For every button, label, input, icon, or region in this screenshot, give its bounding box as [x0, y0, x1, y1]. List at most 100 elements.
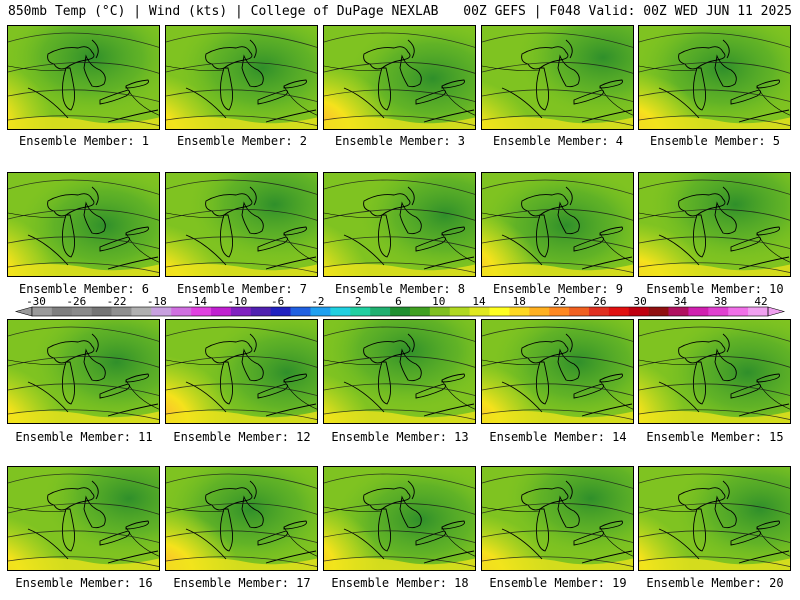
ensemble-member-map: [481, 172, 634, 277]
ensemble-member-map: [7, 466, 160, 571]
colorbar-bin: [350, 307, 371, 316]
ensemble-member-map: [323, 25, 476, 130]
colorbar-tick-label: -30: [26, 296, 46, 308]
ensemble-member-label: Ensemble Member: 16: [15, 576, 153, 590]
ensemble-member-label: Ensemble Member: 19: [489, 576, 627, 590]
colorbar-bin: [230, 307, 252, 316]
colorbar-bin: [608, 307, 630, 316]
colorbar-bin: [310, 307, 331, 316]
colorbar-bin: [111, 307, 132, 316]
colorbar-bin: [250, 307, 272, 316]
colorbar-bin: [91, 307, 112, 316]
ensemble-member-label: Ensemble Member: 5: [649, 134, 781, 148]
colorbar-bin: [549, 307, 570, 316]
ensemble-member-label: Ensemble Member: 9: [492, 282, 624, 296]
colorbar-bin: [489, 307, 510, 316]
ensemble-member-label: Ensemble Member: 3: [334, 134, 466, 148]
ensemble-member-map: [323, 466, 476, 571]
colorbar-tick-label: -14: [187, 296, 207, 308]
colorbar-bin: [151, 307, 172, 316]
colorbar-tick-label: 18: [513, 296, 526, 308]
colorbar-bin: [569, 307, 590, 316]
colorbar-bin: [211, 307, 232, 316]
ensemble-member-label: Ensemble Member: 10: [646, 282, 784, 296]
colorbar-tick-label: 38: [714, 296, 727, 308]
ensemble-member-label: Ensemble Member: 8: [334, 282, 466, 296]
colorbar-tick-label: -2: [311, 296, 324, 308]
ensemble-member-map: [481, 25, 634, 130]
ensemble-member-label: Ensemble Member: 12: [173, 430, 311, 444]
ensemble-member-label: Ensemble Member: 18: [331, 576, 469, 590]
colorbar-bin: [648, 307, 669, 316]
colorbar-bin: [409, 307, 431, 316]
ensemble-member-label: Ensemble Member: 13: [331, 430, 469, 444]
colorbar-tick-label: -10: [227, 296, 247, 308]
colorbar-bin: [390, 307, 411, 316]
colorbar-bin: [51, 307, 73, 316]
ensemble-member-label: Ensemble Member: 2: [176, 134, 308, 148]
ensemble-member-map: [323, 319, 476, 424]
colorbar-bin: [668, 307, 689, 316]
ensemble-member-label: Ensemble Member: 6: [18, 282, 150, 296]
colorbar-bin: [330, 307, 351, 316]
colorbar-bin: [469, 307, 490, 316]
colorbar-high-arrow: [767, 306, 786, 317]
colorbar-bin: [191, 307, 212, 316]
ensemble-member-map: [7, 172, 160, 277]
colorbar-tick-label: -26: [66, 296, 86, 308]
ensemble-member-map: [638, 25, 791, 130]
colorbar-frame: [31, 306, 769, 317]
map-title: 850mb Temp (°C) | Wind (kts) | College o…: [8, 4, 439, 19]
colorbar-bin: [529, 307, 550, 316]
colorbar-bin: [628, 307, 649, 316]
ensemble-member-map: [7, 25, 160, 130]
ensemble-member-label: Ensemble Member: 1: [18, 134, 150, 148]
colorbar-bin: [588, 307, 610, 316]
ensemble-member-map: [165, 172, 318, 277]
ensemble-member-map: [165, 319, 318, 424]
ensemble-member-map: [323, 172, 476, 277]
colorbar-bin: [131, 307, 152, 316]
colorbar-bin: [449, 307, 470, 316]
colorbar-bin: [32, 307, 53, 316]
colorbar-tick-label: 34: [674, 296, 688, 308]
model-run-info: 00Z GEFS | F048 Valid: 00Z WED JUN 11 20…: [463, 4, 792, 19]
colorbar-bin: [370, 307, 391, 316]
colorbar-tick-label: -18: [147, 296, 167, 308]
colorbar-bin: [509, 307, 530, 316]
ensemble-member-map: [481, 466, 634, 571]
ensemble-member-label: Ensemble Member: 20: [646, 576, 784, 590]
colorbar-bin: [290, 307, 311, 316]
ensemble-member-map: [481, 319, 634, 424]
colorbar-tick-label: 14: [472, 296, 486, 308]
colorbar-tick-label: -22: [107, 296, 127, 308]
colorbar-tick-label: -6: [271, 296, 284, 308]
ensemble-member-map: [638, 466, 791, 571]
ensemble-member-label: Ensemble Member: 11: [15, 430, 153, 444]
ensemble-member-label: Ensemble Member: 7: [176, 282, 308, 296]
ensemble-member-map: [165, 25, 318, 130]
colorbar-tick-label: 2: [355, 296, 362, 308]
colorbar-tick-label: 42: [754, 296, 767, 308]
colorbar-tick-label: 26: [593, 296, 606, 308]
colorbar-bin: [748, 307, 769, 316]
ensemble-member-label: Ensemble Member: 17: [173, 576, 311, 590]
ensemble-member-map: [638, 319, 791, 424]
colorbar-tick-label: 10: [432, 296, 445, 308]
colorbar-bin: [429, 307, 451, 316]
colorbar-bin: [708, 307, 729, 316]
colorbar-tick-label: 30: [634, 296, 647, 308]
ensemble-member-map: [638, 172, 791, 277]
colorbar-bin: [71, 307, 92, 316]
colorbar-tick-label: 22: [553, 296, 566, 308]
ensemble-member-map: [7, 319, 160, 424]
colorbar-tick-label: 6: [395, 296, 402, 308]
temperature-colorbar: -30 -26 -22 -18 -14 -10 -6 -2 2 6 10 14 18 22 26 30 34 38…: [14, 296, 786, 317]
ensemble-member-label: Ensemble Member: 14: [489, 430, 627, 444]
colorbar-bin: [171, 307, 192, 316]
colorbar-bin: [270, 307, 291, 316]
ensemble-member-label: Ensemble Member: 4: [492, 134, 624, 148]
colorbar-bin: [728, 307, 749, 316]
colorbar-bin: [688, 307, 709, 316]
ensemble-member-label: Ensemble Member: 15: [646, 430, 784, 444]
